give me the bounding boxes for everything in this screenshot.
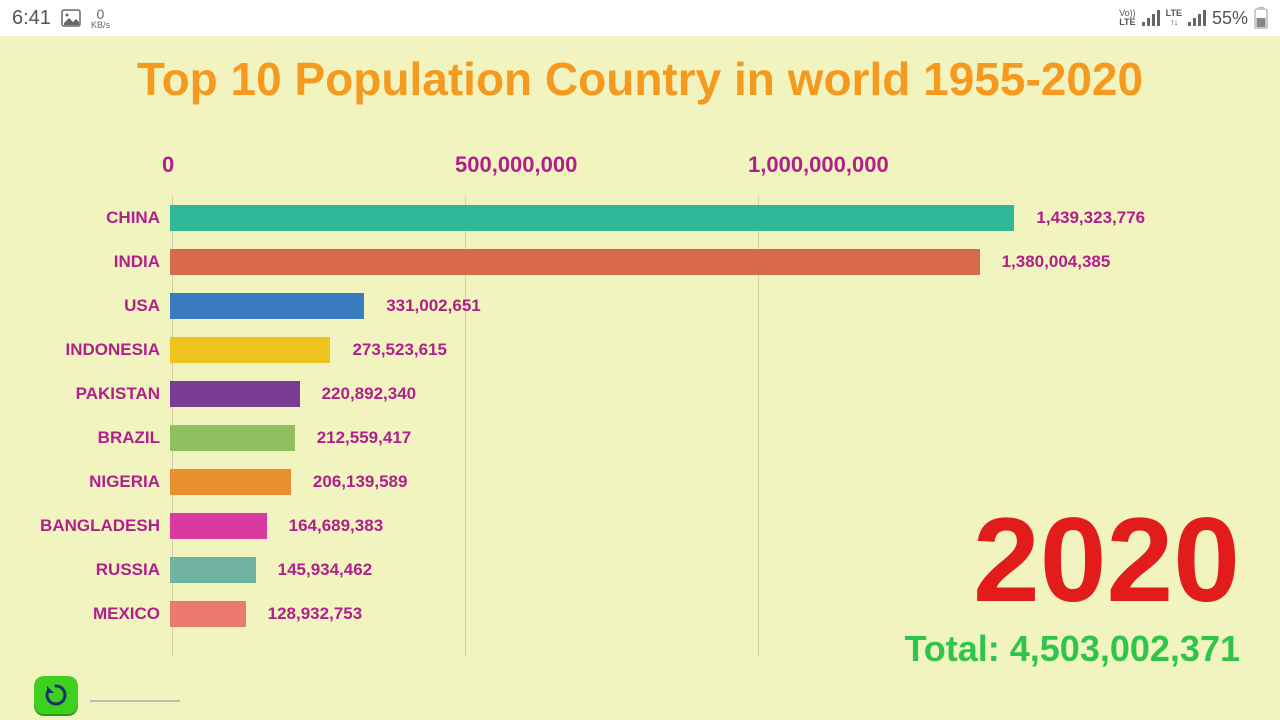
bar-track (170, 381, 1050, 407)
playback-track[interactable] (90, 700, 180, 702)
x-axis-tick-label: 1,000,000,000 (748, 152, 889, 178)
bar (170, 425, 295, 451)
lte-indicator: LTE ↑↓ (1166, 9, 1182, 27)
bar-track (170, 293, 1050, 319)
population-value: 206,139,589 (301, 472, 408, 492)
bar (170, 293, 364, 319)
bar (170, 249, 980, 275)
bar-track (170, 337, 1050, 363)
bar-row: PAKISTAN 220,892,340 (0, 372, 1280, 416)
replay-icon (43, 682, 69, 708)
signal-icon (1142, 10, 1160, 26)
signal-icon-2 (1188, 10, 1206, 26)
total-value: 4,503,002,371 (1010, 628, 1240, 669)
country-label: BANGLADESH (0, 516, 170, 536)
battery-percent: 55% (1212, 8, 1248, 29)
bar-row: BRAZIL 212,559,417 (0, 416, 1280, 460)
country-label: PAKISTAN (0, 384, 170, 404)
population-value: 212,559,417 (305, 428, 412, 448)
bar-track (170, 425, 1050, 451)
population-value: 145,934,462 (266, 560, 373, 580)
country-label: NIGERIA (0, 472, 170, 492)
status-right-group: Vo)) LTE LTE ↑↓ 55% (1119, 7, 1268, 29)
population-value: 331,002,651 (374, 296, 481, 316)
bar-row: INDIA 1,380,004,385 (0, 240, 1280, 284)
status-clock: 6:41 (12, 7, 51, 30)
chart-title: Top 10 Population Country in world 1955-… (0, 52, 1280, 106)
status-left-group: 6:41 0 KB/s (12, 7, 110, 30)
kbs-unit: KB/s (91, 20, 110, 30)
chart-container: Top 10 Population Country in world 1955-… (0, 36, 1280, 720)
total-line: Total: 4,503,002,371 (904, 628, 1240, 670)
total-prefix: Total: (904, 628, 1009, 669)
bar-row: CHINA 1,439,323,776 (0, 196, 1280, 240)
current-year: 2020 (973, 500, 1240, 620)
image-icon (61, 9, 81, 27)
bar-track (170, 249, 1050, 275)
battery-icon (1254, 7, 1268, 29)
replay-button[interactable] (34, 676, 78, 714)
bar-row: USA 331,002,651 (0, 284, 1280, 328)
country-label: MEXICO (0, 604, 170, 624)
bar (170, 513, 267, 539)
population-value: 1,439,323,776 (1024, 208, 1145, 228)
kbs-value: 0 (91, 7, 110, 21)
country-label: INDONESIA (0, 340, 170, 360)
population-value: 128,932,753 (256, 604, 363, 624)
bar (170, 469, 291, 495)
bar (170, 381, 300, 407)
x-axis-tick-label: 0 (162, 152, 174, 178)
bar (170, 557, 256, 583)
volte-icon: Vo)) LTE (1119, 9, 1136, 27)
population-value: 1,380,004,385 (990, 252, 1111, 272)
bar-row: INDONESIA 273,523,615 (0, 328, 1280, 372)
country-label: RUSSIA (0, 560, 170, 580)
country-label: USA (0, 296, 170, 316)
data-speed-indicator: 0 KB/s (91, 7, 110, 30)
android-status-bar: 6:41 0 KB/s Vo)) LTE LTE ↑↓ 55% (0, 0, 1280, 36)
x-axis-tick-label: 500,000,000 (455, 152, 577, 178)
population-value: 273,523,615 (340, 340, 447, 360)
bar (170, 601, 246, 627)
bar (170, 205, 1014, 231)
population-value: 164,689,383 (277, 516, 384, 536)
country-label: INDIA (0, 252, 170, 272)
bar-track (170, 205, 1050, 231)
country-label: BRAZIL (0, 428, 170, 448)
population-value: 220,892,340 (310, 384, 417, 404)
bar (170, 337, 330, 363)
country-label: CHINA (0, 208, 170, 228)
